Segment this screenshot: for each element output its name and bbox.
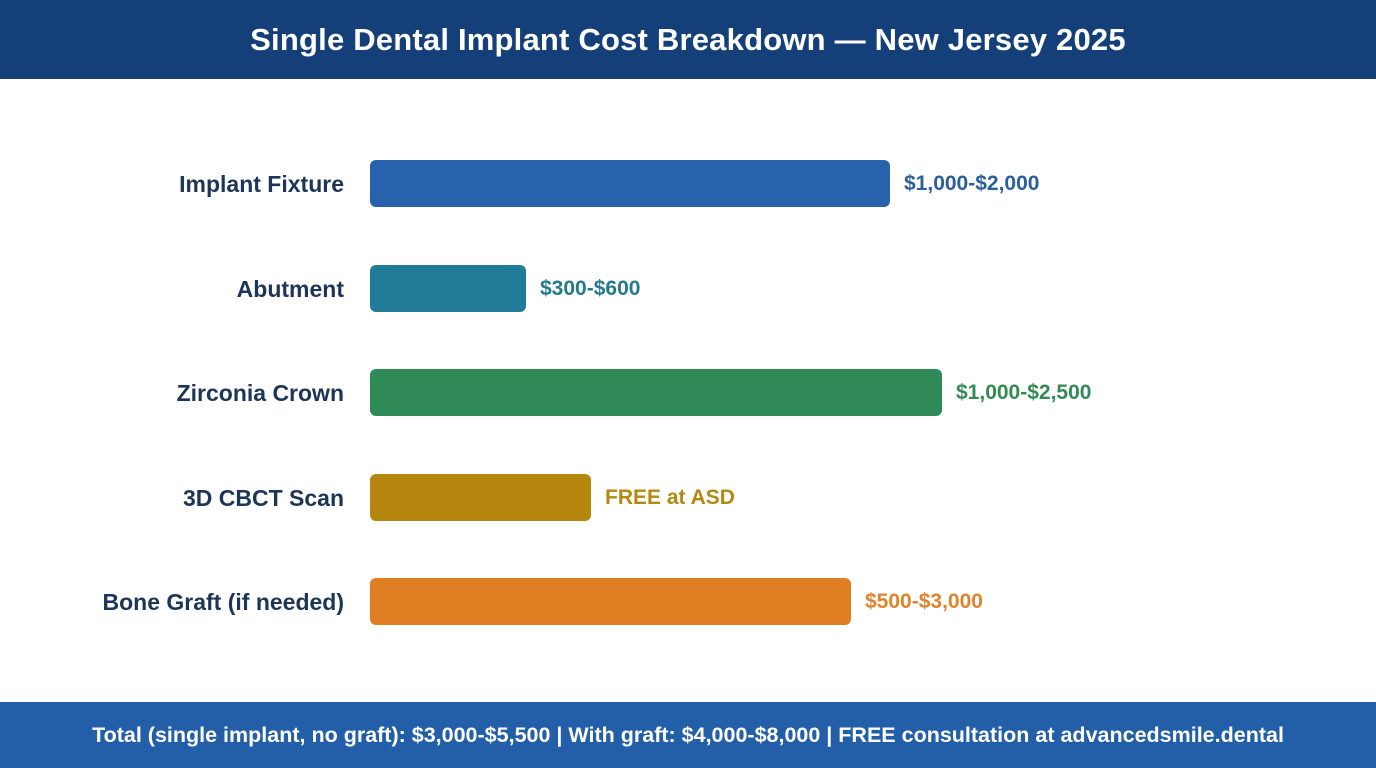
- category-label: Zirconia Crown: [176, 380, 344, 406]
- footer-banner: Total (single implant, no graft): $3,000…: [0, 702, 1376, 768]
- value-label: $1,000-$2,000: [904, 172, 1040, 195]
- chart-title: Single Dental Implant Cost Breakdown — N…: [250, 21, 1126, 57]
- bar: [370, 264, 526, 312]
- category-label: Implant Fixture: [179, 171, 344, 197]
- bar-row: Bone Graft (if needed) $500-$3,000: [0, 578, 1376, 626]
- bar: [370, 369, 942, 416]
- category-label: Bone Graft (if needed): [102, 589, 344, 615]
- category-label: Abutment: [236, 275, 344, 302]
- bar: [370, 473, 591, 521]
- bar-row: Zirconia Crown $1,000-$2,500: [0, 369, 1376, 417]
- chart-header: Single Dental Implant Cost Breakdown — N…: [0, 0, 1376, 79]
- value-label: $300-$600: [540, 276, 641, 300]
- footer-summary: Total (single implant, no graft): $3,000…: [92, 722, 1284, 747]
- bar-chart: Implant Fixture $1,000-$2,000 Abutment $300…: [0, 79, 1376, 702]
- category-label: 3D CBCT Scan: [182, 484, 344, 511]
- bar-row: Abutment $300-$600: [0, 264, 1376, 313]
- value-label: $1,000-$2,500: [956, 381, 1092, 404]
- bar-row: 3D CBCT Scan FREE at ASD: [0, 473, 1376, 522]
- bar: [370, 160, 890, 207]
- value-label: $500-$3,000: [865, 590, 983, 613]
- bar: [370, 578, 851, 625]
- bar-row: Implant Fixture $1,000-$2,000: [0, 160, 1376, 208]
- value-label: FREE at ASD: [605, 485, 735, 509]
